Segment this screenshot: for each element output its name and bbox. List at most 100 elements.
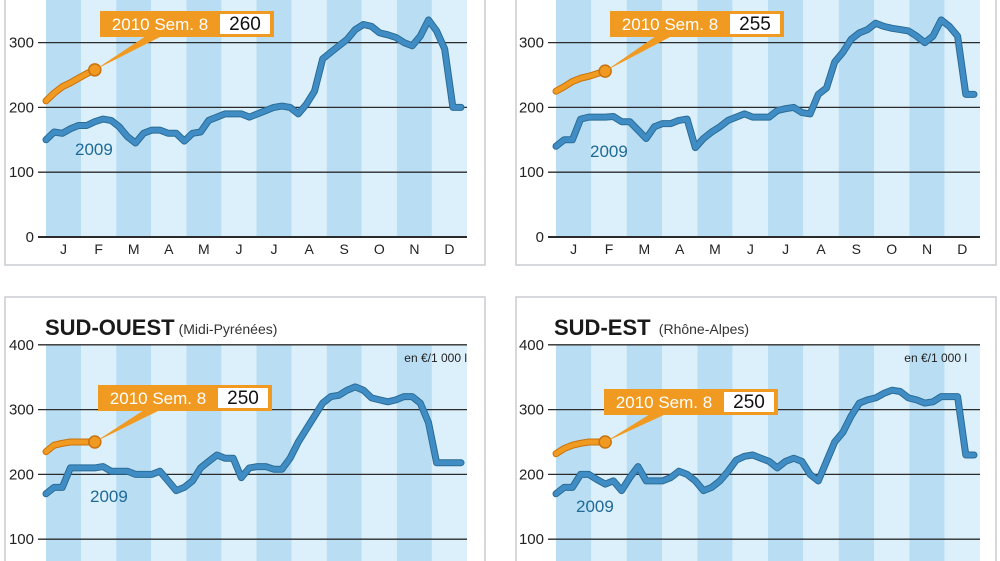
x-tick-label: J bbox=[60, 241, 67, 257]
month-band bbox=[151, 0, 187, 237]
callout-label: 2010 Sem. 8 bbox=[110, 389, 206, 408]
y-tick-label: 200 bbox=[519, 466, 544, 483]
month-band bbox=[81, 344, 117, 561]
callout-value: 250 bbox=[733, 392, 765, 413]
y-tick-label: 100 bbox=[9, 531, 34, 548]
callout-value: 260 bbox=[229, 14, 261, 35]
callout-pointer bbox=[94, 410, 160, 442]
chart-panel: 0 100 200 300 J F M A M J J A S O N D 2009 2010 Sem. 8 255 bbox=[515, 0, 997, 266]
series-2010-line bbox=[553, 68, 608, 94]
x-tick-label: S bbox=[852, 241, 861, 257]
callout-label: 2010 Sem. 8 bbox=[616, 393, 712, 412]
x-tick-label: M bbox=[198, 241, 210, 257]
x-tick-label: A bbox=[675, 241, 685, 257]
unit-note: en €/1 000 l bbox=[404, 351, 467, 365]
month-band bbox=[944, 0, 980, 237]
x-tick-label: J bbox=[235, 241, 242, 257]
month-band bbox=[291, 344, 327, 561]
y-tick-label: 100 bbox=[9, 164, 34, 181]
callout-pointer bbox=[605, 414, 666, 442]
month-band bbox=[326, 344, 362, 561]
callout-pointer bbox=[94, 36, 162, 70]
x-tick-label: F bbox=[605, 241, 614, 257]
x-tick-label: J bbox=[570, 241, 577, 257]
x-tick-label: O bbox=[374, 241, 385, 257]
x-tick-label: M bbox=[709, 241, 721, 257]
x-tick-label: N bbox=[409, 241, 419, 257]
x-tick-label: O bbox=[886, 241, 897, 257]
x-tick-label: M bbox=[128, 241, 140, 257]
callout-label: 2010 Sem. 8 bbox=[112, 15, 208, 34]
x-tick-label: J bbox=[782, 241, 789, 257]
y-tick-label: 200 bbox=[519, 99, 544, 116]
chart-panel: 100 200 300 400 SUD-EST (Rhône-Alpes) en €/1 0… bbox=[515, 296, 997, 561]
month-band bbox=[361, 344, 397, 561]
chart-subtitle: (Midi-Pyrénées) bbox=[179, 321, 278, 337]
month-band bbox=[803, 0, 839, 237]
month-band bbox=[361, 0, 397, 237]
series-2009-line bbox=[43, 17, 464, 146]
y-tick-label: 300 bbox=[519, 35, 544, 52]
x-tick-label: A bbox=[816, 241, 826, 257]
month-band bbox=[396, 344, 432, 561]
callout-value: 250 bbox=[227, 388, 259, 409]
month-band bbox=[662, 344, 698, 561]
x-tick-label: D bbox=[444, 241, 454, 257]
callout-value-box bbox=[218, 388, 268, 408]
series-2009-label: 2009 bbox=[590, 142, 628, 161]
chart-title: SUD-EST bbox=[554, 315, 651, 340]
series-2009-label: 2009 bbox=[75, 140, 113, 159]
y-tick-label: 200 bbox=[9, 99, 34, 116]
month-band bbox=[909, 344, 945, 561]
month-band bbox=[46, 344, 82, 561]
series-2010-line bbox=[553, 439, 608, 457]
x-tick-label: J bbox=[271, 241, 278, 257]
y-tick-label: 300 bbox=[519, 402, 544, 419]
y-tick-label: 300 bbox=[9, 402, 34, 419]
month-band bbox=[396, 0, 432, 237]
month-band bbox=[768, 0, 804, 237]
x-tick-label: A bbox=[304, 241, 314, 257]
x-tick-label: F bbox=[94, 241, 103, 257]
y-tick-label: 0 bbox=[26, 229, 34, 246]
y-tick-label: 400 bbox=[519, 337, 544, 354]
month-band bbox=[697, 344, 733, 561]
y-tick-label: 300 bbox=[9, 35, 34, 52]
chart-panel: 0 100 200 300 J F M A M J J A S O N D 2009 2010 Sem. 8 260 bbox=[4, 0, 486, 266]
month-band bbox=[256, 344, 292, 561]
series-2010-line bbox=[43, 439, 98, 455]
month-band bbox=[874, 0, 910, 237]
x-tick-label: N bbox=[922, 241, 932, 257]
y-tick-label: 100 bbox=[519, 164, 544, 181]
callout-label: 2010 Sem. 8 bbox=[622, 15, 718, 34]
series-2010-line bbox=[43, 67, 98, 104]
series-2009-label: 2009 bbox=[90, 487, 128, 506]
callout-value-box bbox=[220, 14, 270, 34]
y-tick-label: 0 bbox=[536, 229, 544, 246]
x-tick-label: S bbox=[340, 241, 349, 257]
series-2009-line bbox=[43, 384, 464, 497]
month-band bbox=[591, 344, 627, 561]
month-band bbox=[874, 344, 910, 561]
chart-subtitle: (Rhône-Alpes) bbox=[659, 321, 749, 337]
callout-value-box bbox=[724, 392, 774, 412]
x-tick-label: M bbox=[638, 241, 650, 257]
callout-value-box bbox=[730, 14, 780, 34]
series-2009-label: 2009 bbox=[576, 497, 614, 516]
y-tick-label: 400 bbox=[9, 337, 34, 354]
month-band bbox=[116, 344, 152, 561]
month-band bbox=[221, 344, 257, 561]
month-band bbox=[768, 344, 804, 561]
callout-pointer bbox=[605, 36, 672, 72]
month-band bbox=[326, 0, 362, 237]
chart-panel: 100 200 300 400 SUD-OUEST (Midi-Pyrénées) en €… bbox=[4, 296, 486, 561]
month-band bbox=[151, 344, 187, 561]
series-2009-line bbox=[553, 387, 977, 497]
unit-note: en €/1 000 l bbox=[904, 351, 967, 365]
month-band bbox=[291, 0, 327, 237]
callout-value: 255 bbox=[739, 14, 771, 35]
x-tick-label: D bbox=[957, 241, 967, 257]
chart-title: SUD-OUEST bbox=[45, 315, 175, 340]
x-tick-label: J bbox=[747, 241, 754, 257]
